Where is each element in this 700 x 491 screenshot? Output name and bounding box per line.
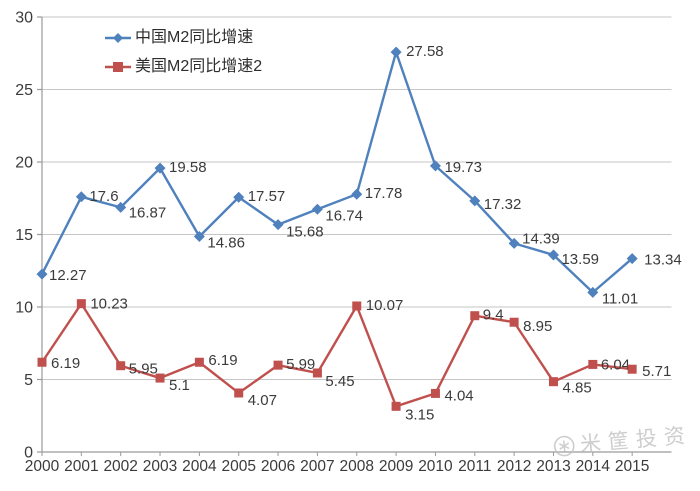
x-tick-label: 2006: [261, 458, 295, 475]
data-label: 10.07: [366, 297, 404, 314]
x-tick-label: 2013: [536, 458, 570, 475]
marker-square: [588, 359, 598, 369]
marker-square: [548, 377, 558, 387]
x-tick-label: 2004: [182, 458, 217, 475]
marker-square: [470, 311, 480, 321]
x-tick-label: 2002: [103, 458, 137, 475]
x-tick-label: 2012: [497, 458, 531, 475]
x-tick-label: 2003: [143, 458, 177, 475]
chart-legend: 中国M2同比增速 美国M2同比增速2: [104, 25, 262, 79]
data-label: 11.01: [602, 290, 638, 307]
marker-diamond: [115, 201, 127, 213]
marker-square: [234, 388, 244, 398]
marker-diamond: [75, 191, 87, 203]
x-tick-label: 2001: [64, 458, 98, 475]
x-tick-label: 2005: [221, 458, 255, 475]
data-label: 17.32: [484, 196, 522, 213]
legend-label-china-m2: 中国M2同比增速: [135, 28, 254, 46]
x-tick-label: 2011: [458, 458, 491, 475]
y-tick-label: 5: [24, 372, 33, 389]
data-label: 6.04: [601, 356, 630, 373]
legend-item-us-m2: 美国M2同比增速2: [104, 54, 262, 79]
data-label: 5.45: [325, 373, 354, 390]
data-label: 6.19: [51, 355, 80, 372]
data-label: 17.6: [89, 188, 118, 205]
marker-square: [273, 360, 283, 370]
data-label: 4.07: [248, 392, 277, 409]
marker-diamond: [626, 253, 638, 265]
blue-line-diamond-swatch-icon: [105, 32, 131, 43]
marker-diamond: [351, 188, 363, 200]
marker-square: [509, 317, 519, 327]
data-label: 16.74: [325, 207, 363, 224]
x-tick-label: 2007: [300, 458, 334, 475]
data-label: 14.86: [207, 235, 245, 252]
data-label: 12.27: [49, 267, 87, 284]
red-line-square-swatch-icon: [105, 61, 131, 72]
marker-diamond: [429, 160, 441, 172]
marker-diamond: [547, 249, 559, 261]
marker-square: [116, 361, 126, 371]
legend-label-us-m2: 美国M2同比增速2: [135, 57, 263, 75]
marker-square: [430, 388, 440, 398]
data-label: 8.95: [523, 318, 552, 335]
data-label: 5.1: [169, 377, 190, 394]
data-label: 5.95: [129, 361, 158, 378]
marker-diamond: [311, 203, 323, 215]
marker-square: [194, 357, 204, 367]
y-tick-label: 10: [15, 300, 33, 317]
series-line-1: [40, 302, 634, 408]
legend-item-china-m2: 中国M2同比增速: [104, 25, 262, 50]
data-label: 6.19: [208, 352, 237, 369]
y-tick-label: 25: [15, 82, 33, 99]
x-tick-label: 2015: [615, 458, 649, 475]
marker-diamond: [154, 162, 166, 174]
data-label: 3.15: [405, 406, 434, 423]
x-tick-label: 2010: [418, 458, 453, 475]
marker-diamond: [587, 286, 599, 298]
y-tick-label: 20: [15, 155, 33, 172]
marker-square: [37, 357, 47, 367]
marker-diamond: [469, 195, 481, 207]
x-tick-label: 2000: [25, 458, 60, 475]
data-label: 19.58: [169, 159, 207, 176]
data-label: 10.23: [90, 296, 128, 313]
data-label: 4.04: [444, 387, 473, 404]
y-tick-label: 0: [24, 445, 33, 462]
data-label: 4.85: [562, 380, 591, 397]
marker-square: [627, 364, 637, 374]
marker-square: [352, 301, 362, 311]
data-label: 27.58: [406, 43, 444, 60]
marker-diamond: [36, 268, 48, 280]
data-label: 13.34: [644, 252, 682, 269]
series-line-0: [40, 50, 634, 294]
data-label: 17.57: [248, 188, 286, 205]
x-tick-label: 2009: [379, 458, 413, 475]
marker-square: [76, 299, 86, 309]
marker-square: [155, 373, 165, 383]
data-label: 5.99: [286, 356, 315, 373]
marker-diamond: [272, 219, 284, 231]
marker-square: [391, 401, 401, 411]
data-label: 16.87: [129, 204, 167, 221]
marker-diamond: [508, 237, 520, 249]
marker-diamond: [193, 231, 205, 243]
x-tick-label: 2014: [576, 458, 611, 475]
x-tick-label: 2008: [340, 458, 374, 475]
data-label: 14.39: [522, 230, 560, 247]
y-tick-label: 30: [15, 10, 33, 27]
data-label: 17.78: [365, 185, 403, 202]
marker-diamond: [233, 191, 245, 203]
data-label: 15.68: [286, 224, 324, 241]
data-label: 19.73: [444, 159, 482, 176]
y-tick-label: 15: [15, 227, 33, 244]
marker-square: [312, 368, 322, 378]
data-label: 9.4: [483, 307, 504, 324]
data-label: 13.59: [561, 251, 599, 268]
data-label: 5.71: [642, 363, 671, 380]
marker-diamond: [390, 46, 402, 58]
